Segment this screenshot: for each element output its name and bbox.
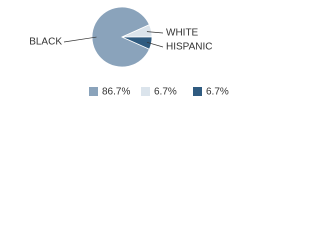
- leader-line: [146, 41, 164, 48]
- legend-swatch: [141, 87, 150, 96]
- legend-label: 86.7%: [102, 87, 130, 98]
- slice-label: BLACK: [29, 37, 62, 48]
- page: {"chart_data": {"type": "pie", "categori…: [0, 0, 320, 100]
- slice-label: HISPANIC: [166, 42, 213, 53]
- legend-label: 6.7%: [154, 87, 177, 98]
- chart: BLACK WHITE HISPANIC 86.7% 6.7% 6.7%: [29, 6, 229, 98]
- legend-swatch: [193, 87, 202, 96]
- pie-slice: [91, 6, 150, 68]
- legend-label: 6.7%: [206, 87, 229, 98]
- slice-label: WHITE: [166, 28, 199, 39]
- legend-swatch: [89, 87, 98, 96]
- leader-line: [63, 36, 97, 43]
- leader-line: [146, 31, 164, 34]
